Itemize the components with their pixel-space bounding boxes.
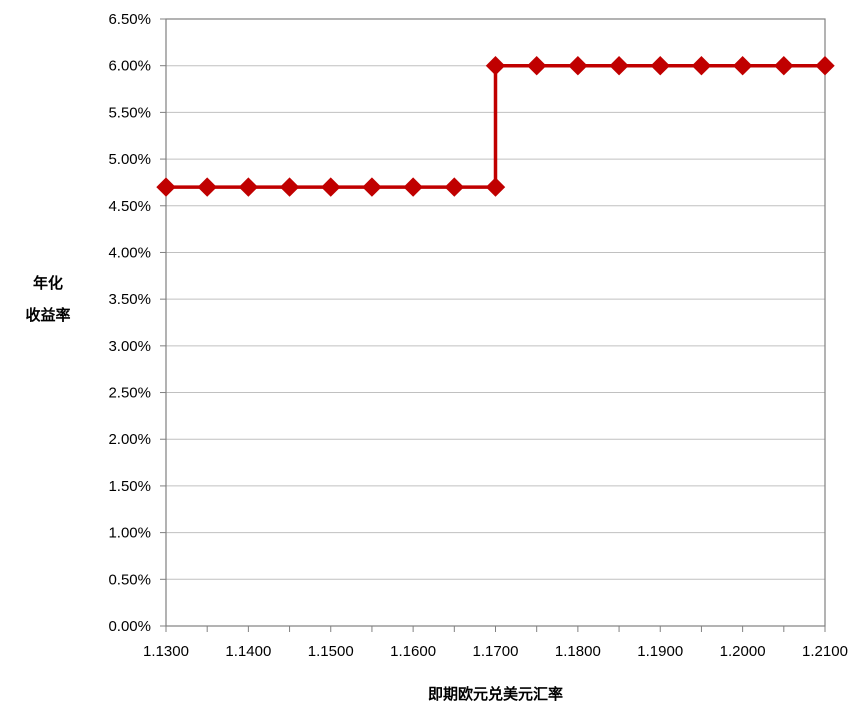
y-tick-label: 5.50% <box>108 104 151 121</box>
y-tick-label: 0.00% <box>108 618 151 635</box>
data-point-marker <box>321 177 341 197</box>
y-tick-label: 0.50% <box>108 571 151 588</box>
x-tick-label: 1.1300 <box>143 643 189 660</box>
x-tick-label: 1.1500 <box>308 643 354 660</box>
x-tick-label: 1.1800 <box>555 643 601 660</box>
data-point-marker <box>568 55 588 76</box>
data-point-marker <box>156 177 176 197</box>
y-tick-label: 6.50% <box>108 11 151 28</box>
x-axis-title: 即期欧元兑美元汇率 <box>428 685 563 703</box>
plot-area-border <box>165 18 826 627</box>
data-point-marker <box>362 177 382 197</box>
data-point-marker <box>197 177 217 197</box>
y-tick-label: 6.00% <box>108 58 151 75</box>
y-axis-title-line-2: 收益率 <box>25 306 70 324</box>
data-point-marker <box>732 55 753 76</box>
data-point-marker <box>774 55 794 76</box>
x-tick-label: 1.1600 <box>390 643 436 660</box>
y-tick-label: 4.50% <box>108 198 151 215</box>
x-tick-label: 1.1900 <box>637 643 683 660</box>
x-tick-label: 1.1700 <box>473 643 519 660</box>
data-point-marker <box>526 55 547 76</box>
x-tick-labels: 1.1300 1.1400 1.1500 1.1600 1.1700 1.1800 1.19… <box>143 643 848 660</box>
y-axis-title-line-1: 年化 <box>33 274 63 292</box>
y-tick-label: 4.00% <box>108 244 151 261</box>
data-point-marker <box>691 55 712 76</box>
data-point-marker <box>279 177 300 197</box>
y-tick-label: 2.50% <box>108 385 151 402</box>
x-tick-label: 1.2000 <box>720 643 766 660</box>
data-point-marker <box>485 55 506 76</box>
series-layer <box>156 55 835 197</box>
y-tick-label: 2.00% <box>108 431 151 448</box>
data-point-marker <box>815 55 835 76</box>
data-point-marker <box>609 55 629 76</box>
data-point-marker <box>403 177 423 197</box>
y-tick-labels: 0.00% 0.50% 1.00% 1.50% 2.00% 2.50% 3.00% 3.50%… <box>108 11 151 635</box>
y-tick-label: 1.00% <box>108 525 151 542</box>
data-point-marker <box>485 177 506 197</box>
y-tick-label: 1.50% <box>108 478 151 495</box>
data-point-marker <box>444 177 465 197</box>
y-tick-label: 3.00% <box>108 338 151 355</box>
x-tick-label: 1.2100 <box>802 643 848 660</box>
y-tick-label: 5.00% <box>108 151 151 168</box>
data-point-marker <box>650 55 670 76</box>
series-line <box>166 63 825 189</box>
y-tick-label: 3.50% <box>108 291 151 308</box>
x-tick-label: 1.1400 <box>225 643 271 660</box>
data-point-marker <box>238 177 259 197</box>
gridlines <box>160 18 826 632</box>
